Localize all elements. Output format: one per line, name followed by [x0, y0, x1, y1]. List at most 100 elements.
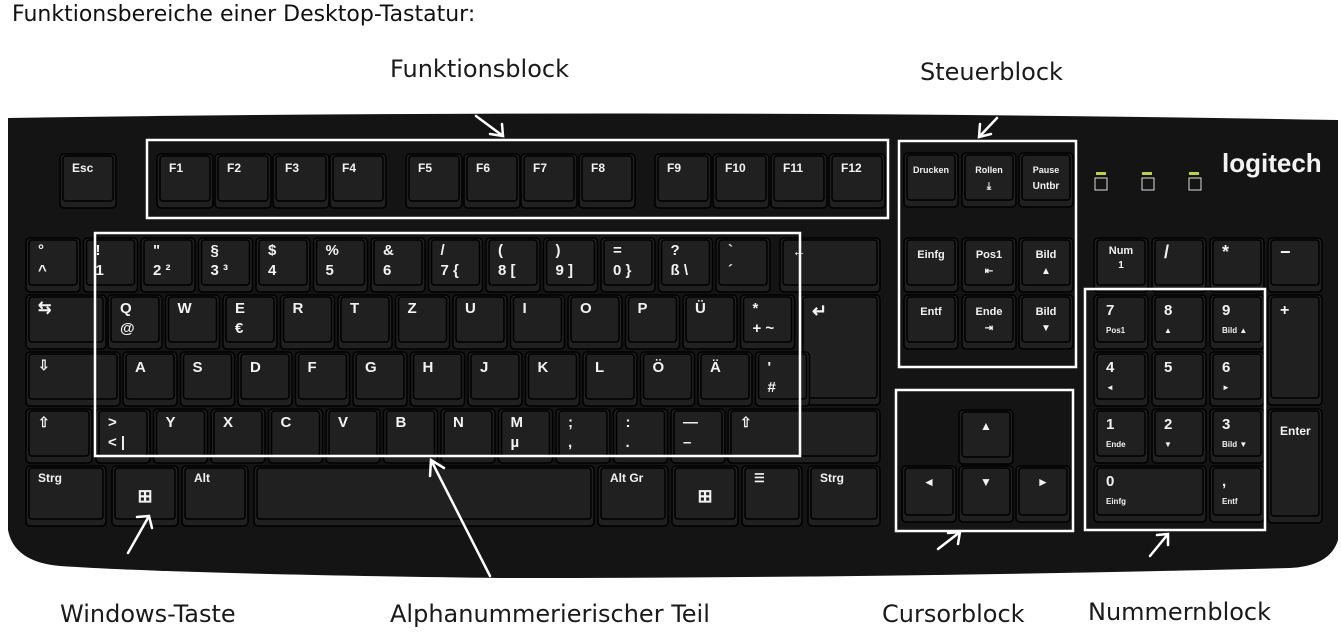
frame-funktionsblock: [145, 138, 890, 220]
key-surface: [558, 410, 608, 457]
key-surface: [159, 155, 211, 202]
key-surface: [802, 296, 878, 399]
key-surface: [1021, 239, 1071, 286]
key-surface: [964, 239, 1014, 286]
key-label: 3: [1222, 416, 1230, 433]
key-sublabel: ►: [1222, 383, 1230, 392]
key-label: ⇧: [740, 414, 752, 430]
key-row2-9: O: [567, 294, 623, 350]
key-sublabel: Bild ▲: [1222, 326, 1247, 335]
key-backspace: ←: [779, 237, 881, 293]
key-label: L: [595, 359, 604, 376]
key-row3-8: K: [524, 351, 581, 407]
key-row4-3: X: [210, 408, 266, 464]
key-surface: [1096, 353, 1146, 400]
key-sublabel: ß \: [671, 262, 689, 279]
key-label: F4: [342, 161, 356, 175]
key-label: /: [1164, 242, 1169, 262]
key-label: &: [383, 242, 394, 259]
key-label: Drucken: [913, 165, 949, 175]
frame-alpha: [93, 231, 802, 458]
key-surface: [1270, 410, 1320, 517]
key-surface: [455, 296, 505, 343]
key-surface: [961, 411, 1011, 458]
key-label: *: [1222, 242, 1229, 262]
key-label: U: [465, 300, 476, 317]
key-label: F2: [227, 161, 241, 175]
key-label: Q: [120, 300, 132, 317]
key-row2-8: I: [509, 294, 566, 350]
key-num-5: 8▲: [1151, 294, 1207, 350]
key-num-1: /: [1151, 237, 1207, 293]
key-sublabel: ´: [728, 262, 733, 279]
key-surface: [527, 353, 578, 400]
key-label: Strg: [820, 471, 844, 485]
label-cursorblock: Cursorblock: [882, 600, 1025, 628]
key-surface: [85, 239, 136, 286]
key-sublabel: €: [235, 320, 244, 337]
key-arrow-down: ▼: [958, 465, 1014, 523]
key-surface: [906, 239, 956, 286]
key-sublabel: 3 ³: [211, 262, 229, 279]
key-row2-4: R: [279, 294, 336, 350]
key-label: F1: [169, 161, 183, 175]
brand-logo: logitech: [1222, 148, 1322, 178]
key-f5: F5: [405, 153, 463, 209]
key-row1-0: °^: [25, 237, 81, 293]
key-label: Pos1: [976, 249, 1002, 261]
key-surface: [275, 155, 327, 202]
key-surface: [1021, 154, 1071, 201]
key-label: /: [441, 242, 446, 259]
key-surface: [297, 353, 348, 400]
key-ctrl_bot-1: Ende ⇥: [961, 294, 1017, 350]
key-sublabel: ⇤: [985, 266, 994, 277]
key-row2-2: W: [164, 294, 221, 350]
key-sublabel: @: [120, 320, 135, 337]
key-label: Z: [408, 300, 417, 317]
key-label: Ö: [653, 359, 665, 376]
key-surface: [182, 353, 233, 400]
key-label: Alt Gr: [610, 471, 644, 485]
key-row1-3: § 3 ³: [197, 237, 254, 293]
key-row2-11: Ü: [682, 294, 738, 350]
key-surface: [757, 353, 808, 400]
key-label: (: [498, 242, 503, 259]
key-sublabel: ^: [38, 262, 47, 279]
key-label: B: [396, 414, 407, 431]
key-surface: [1096, 296, 1146, 343]
key-surface: [660, 239, 711, 286]
key-row1-12: `´: [715, 237, 771, 293]
key-row2-5: T: [337, 294, 393, 350]
key-surface: [744, 467, 800, 520]
key-row3-3: D: [237, 351, 293, 407]
key-surface: [1270, 239, 1320, 286]
key-sublabel: ⤓: [986, 181, 992, 192]
key-surface: [256, 467, 592, 520]
key-row4-10: :.: [612, 408, 669, 464]
key-surface: [28, 239, 78, 286]
key-sublabel: Bild ▼: [1222, 440, 1247, 449]
key-row5-6: ☰: [741, 465, 803, 527]
key-label: 5: [1164, 359, 1172, 376]
key-ctrl_top-0: Drucken: [903, 152, 959, 208]
key-arrow-left: ◄: [901, 465, 957, 523]
key-row5-4: Alt Gr: [597, 465, 669, 527]
arrow-cursorblock: [936, 530, 962, 551]
key-label: N: [453, 414, 464, 431]
key-surface: [213, 410, 263, 457]
key-esc: Esc: [59, 153, 117, 209]
key-sublabel: 7 {: [441, 262, 460, 279]
key-surface: [657, 155, 709, 202]
key-row3-5: G: [352, 351, 408, 407]
key-label: ►: [1037, 475, 1049, 489]
key-label: F3: [285, 161, 299, 175]
key-row1-4: $4: [255, 237, 311, 293]
key-row1-7: / 7 {: [427, 237, 484, 293]
key-ctrl_bot-0: Entf: [903, 294, 959, 350]
key-surface: [1212, 410, 1262, 457]
key-label: Bild: [1036, 306, 1057, 318]
key-label: =: [613, 242, 622, 259]
key-sublabel: ▼: [1164, 440, 1172, 449]
key-surface: [782, 239, 878, 286]
